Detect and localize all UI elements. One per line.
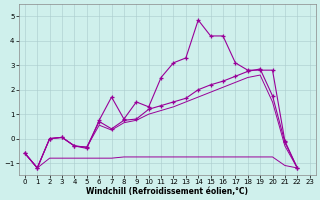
X-axis label: Windchill (Refroidissement éolien,°C): Windchill (Refroidissement éolien,°C) [86,187,248,196]
